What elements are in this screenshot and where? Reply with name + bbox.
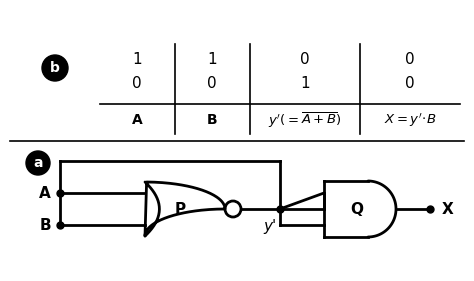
Text: Q: Q bbox=[350, 201, 364, 216]
Text: y': y' bbox=[264, 219, 277, 235]
Text: 1: 1 bbox=[132, 51, 142, 67]
Text: $y'(=\overline{A+B})$: $y'(=\overline{A+B})$ bbox=[268, 110, 342, 130]
Circle shape bbox=[26, 151, 50, 175]
Text: a: a bbox=[33, 156, 43, 170]
Text: 0: 0 bbox=[405, 76, 415, 90]
Text: 0: 0 bbox=[405, 51, 415, 67]
Text: $X = y' \!\cdot\! B$: $X = y' \!\cdot\! B$ bbox=[384, 111, 436, 129]
Text: 0: 0 bbox=[132, 76, 142, 90]
Text: 1: 1 bbox=[207, 51, 217, 67]
Text: A: A bbox=[132, 113, 142, 127]
Text: A: A bbox=[39, 185, 51, 201]
Text: 0: 0 bbox=[207, 76, 217, 90]
Text: 1: 1 bbox=[300, 76, 310, 90]
Text: b: b bbox=[50, 61, 60, 75]
Text: 0: 0 bbox=[300, 51, 310, 67]
Text: X: X bbox=[442, 201, 454, 216]
Circle shape bbox=[42, 55, 68, 81]
Text: B: B bbox=[39, 217, 51, 232]
Text: B: B bbox=[207, 113, 217, 127]
Text: P: P bbox=[174, 201, 185, 216]
